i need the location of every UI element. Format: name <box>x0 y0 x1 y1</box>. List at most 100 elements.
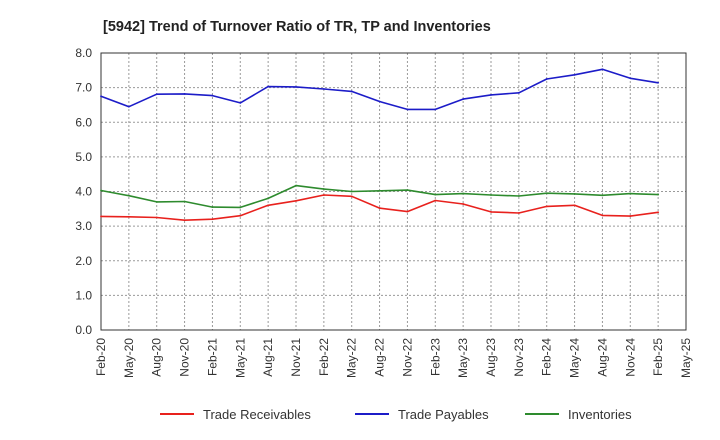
legend-item: Trade Receivables <box>160 407 311 422</box>
data-point <box>322 194 325 196</box>
data-point <box>155 93 158 96</box>
data-point <box>573 73 576 76</box>
x-tick-label: Aug-20 <box>150 338 164 377</box>
x-tick-label: Nov-24 <box>623 338 637 377</box>
x-tick-label: May-25 <box>679 338 693 378</box>
data-point <box>211 206 214 208</box>
x-tick-label: May-24 <box>568 338 582 378</box>
x-tick-label: May-23 <box>456 338 470 378</box>
data-point <box>155 200 158 203</box>
data-point <box>239 206 242 209</box>
data-point <box>350 190 353 193</box>
data-point <box>545 205 548 208</box>
data-point <box>406 189 409 192</box>
data-point <box>267 204 270 207</box>
legend: Trade Receivables Trade Payables Inventori… <box>160 407 632 422</box>
data-point <box>490 194 492 196</box>
data-point <box>100 215 102 218</box>
legend-label: Inventories <box>568 407 632 422</box>
data-point <box>490 93 492 96</box>
data-point <box>295 184 297 187</box>
chart-title: [5942] Trend of Turnover Ratio of TR, TP… <box>103 19 491 35</box>
y-tick-label: 2.0 <box>75 254 92 268</box>
data-point <box>490 211 492 213</box>
data-point <box>267 197 270 200</box>
y-tick-label: 3.0 <box>75 219 92 233</box>
x-tick-label: May-22 <box>345 338 359 378</box>
data-point <box>573 193 576 195</box>
y-tick-label: 4.0 <box>75 185 92 199</box>
x-tick-label: Nov-22 <box>400 338 414 377</box>
x-tick-label: Feb-23 <box>428 338 442 376</box>
plot-frame <box>100 52 687 331</box>
x-tick-label: Nov-23 <box>512 338 526 377</box>
x-tick-label: Nov-21 <box>289 338 303 377</box>
x-tick-label: Feb-24 <box>540 338 554 376</box>
data-point <box>267 85 270 88</box>
data-point <box>517 91 520 94</box>
data-point <box>322 88 325 90</box>
data-point <box>350 90 353 93</box>
data-point <box>545 78 548 80</box>
x-tick-label: Feb-22 <box>317 338 331 376</box>
data-point <box>183 219 186 222</box>
data-point <box>378 100 381 103</box>
y-tick-label: 7.0 <box>75 81 92 95</box>
x-tick-label: Aug-21 <box>261 338 275 377</box>
data-point <box>211 94 214 97</box>
data-point <box>629 77 632 80</box>
data-point <box>350 195 353 198</box>
legend-label: Trade Receivables <box>203 407 311 422</box>
data-point <box>657 193 660 196</box>
legend-label: Trade Payables <box>398 407 489 422</box>
legend-item: Inventories <box>525 407 632 422</box>
x-axis: Feb-20 May-20 Aug-20 Nov-20 Feb-21 May-21 Aug-… <box>94 338 693 378</box>
y-tick-label: 0.0 <box>75 323 92 337</box>
x-tick-label: Feb-25 <box>651 338 665 376</box>
data-point <box>406 210 409 213</box>
data-point <box>629 215 632 217</box>
data-point <box>545 192 548 195</box>
data-point <box>462 192 465 195</box>
data-point <box>434 199 437 202</box>
data-point <box>462 98 465 100</box>
data-point <box>100 95 102 98</box>
series-inventories <box>100 184 660 209</box>
data-point <box>573 204 576 207</box>
y-tick-label: 1.0 <box>75 288 92 302</box>
y-tick-label: 8.0 <box>75 46 92 60</box>
data-point <box>155 216 158 219</box>
data-point <box>127 105 130 108</box>
data-point <box>601 68 604 71</box>
data-point <box>406 108 409 111</box>
data-point <box>127 215 130 218</box>
data-point <box>183 200 186 203</box>
data-point <box>100 189 102 192</box>
x-tick-label: May-20 <box>122 338 136 378</box>
series-trade-receivables <box>100 194 660 222</box>
y-axis: 0.0 1.0 2.0 3.0 4.0 5.0 6.0 7.0 8.0 <box>75 46 92 337</box>
data-point <box>434 108 437 111</box>
data-point <box>657 211 660 214</box>
x-tick-label: May-21 <box>233 338 247 378</box>
data-point <box>295 86 297 88</box>
series-trade-payables <box>100 68 660 111</box>
data-point <box>462 203 465 205</box>
data-point <box>434 193 437 196</box>
series-lines <box>100 68 660 222</box>
data-point <box>183 92 186 95</box>
y-tick-label: 5.0 <box>75 150 92 164</box>
legend-item: Trade Payables <box>355 407 489 422</box>
data-point <box>239 101 242 104</box>
data-point <box>378 189 381 192</box>
data-point <box>517 195 520 197</box>
y-tick-label: 6.0 <box>75 115 92 129</box>
data-point <box>211 218 214 221</box>
data-point <box>601 194 604 197</box>
x-tick-label: Aug-24 <box>595 338 609 377</box>
data-point <box>322 188 325 190</box>
data-point <box>629 192 632 195</box>
data-point <box>601 214 604 217</box>
